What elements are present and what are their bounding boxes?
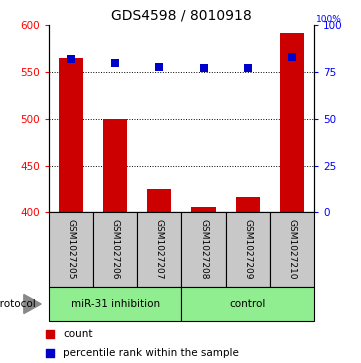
Point [289, 54, 295, 60]
Title: GDS4598 / 8010918: GDS4598 / 8010918 [111, 9, 252, 23]
Bar [147, 189, 171, 212]
Bar [181, 287, 314, 321]
Text: GSM1027207: GSM1027207 [155, 219, 164, 280]
Bar [59, 58, 83, 212]
Point [47, 350, 53, 356]
Bar [236, 197, 260, 212]
Point [245, 65, 251, 71]
Text: count: count [63, 329, 93, 339]
Bar [191, 207, 216, 212]
Point [68, 56, 74, 62]
Point [47, 331, 53, 337]
Bar [137, 212, 182, 287]
Text: GSM1027205: GSM1027205 [66, 219, 75, 280]
Point [156, 64, 162, 69]
Bar [93, 212, 137, 287]
Text: GSM1027210: GSM1027210 [287, 219, 296, 280]
Text: control: control [230, 299, 266, 309]
Bar [103, 119, 127, 212]
Bar [226, 212, 270, 287]
Bar [270, 212, 314, 287]
Polygon shape [24, 294, 41, 314]
Text: GSM1027208: GSM1027208 [199, 219, 208, 280]
Bar [49, 287, 181, 321]
Bar [181, 212, 226, 287]
Text: percentile rank within the sample: percentile rank within the sample [63, 348, 239, 358]
Bar [280, 33, 304, 212]
Text: GSM1027209: GSM1027209 [243, 219, 252, 280]
Text: protocol: protocol [0, 299, 35, 309]
Point [201, 65, 206, 71]
Point [112, 60, 118, 66]
Text: miR-31 inhibition: miR-31 inhibition [70, 299, 160, 309]
Text: 100%: 100% [316, 15, 342, 24]
Bar [49, 212, 93, 287]
Text: GSM1027206: GSM1027206 [110, 219, 119, 280]
